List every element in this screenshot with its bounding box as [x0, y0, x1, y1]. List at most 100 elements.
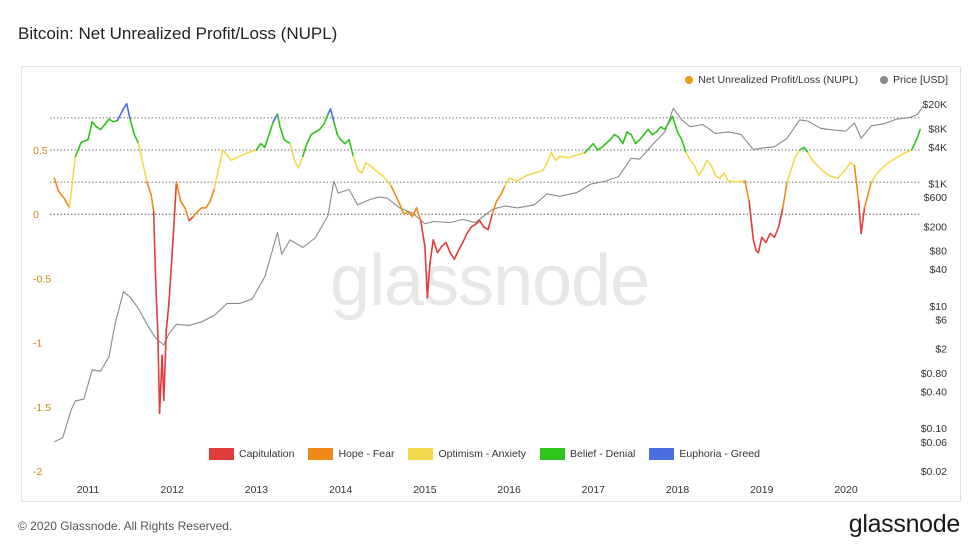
- legend-dot: [880, 76, 889, 84]
- left-tick-label: -0.5: [33, 273, 51, 285]
- nupl-segment: [752, 239, 757, 251]
- nupl-segment: [259, 142, 266, 149]
- nupl-segment: [171, 181, 178, 254]
- nupl-segment: [221, 149, 232, 162]
- legend-item-hope-fear[interactable]: Hope - Fear: [308, 448, 394, 460]
- nupl-segment: [836, 168, 847, 180]
- nupl-segment: [487, 213, 494, 231]
- nupl-segment: [857, 200, 862, 235]
- nupl-segment: [53, 177, 60, 192]
- nupl-segment: [95, 126, 102, 131]
- nupl-segment: [310, 131, 317, 136]
- right-tick-label: $10: [929, 301, 947, 313]
- nupl-segment: [165, 303, 170, 331]
- nupl-segment: [87, 120, 94, 141]
- left-tick-label: -1: [33, 338, 42, 350]
- nupl-segment: [765, 232, 772, 244]
- nupl-segment: [916, 128, 921, 138]
- x-tick-label: 2020: [834, 484, 858, 496]
- legend-item-euphoria-greed[interactable]: Euphoria - Greed: [649, 448, 760, 460]
- nupl-segment: [352, 155, 359, 171]
- nupl-segment: [723, 172, 729, 182]
- nupl-segment: [622, 131, 628, 145]
- nupl-segment: [689, 159, 696, 167]
- nupl-segment: [617, 136, 624, 145]
- nupl-segment: [339, 138, 346, 145]
- nupl-segment: [390, 185, 397, 196]
- nupl-segment: [329, 108, 335, 123]
- left-tick-label: -1.5: [33, 402, 51, 414]
- nupl-segment: [154, 271, 159, 337]
- nupl-segment: [592, 142, 599, 151]
- legend-label: Price [USD]: [893, 74, 948, 86]
- nupl-segment: [904, 149, 913, 154]
- nupl-segment: [457, 241, 464, 251]
- nupl-segment: [289, 142, 296, 162]
- nupl-segment: [99, 123, 106, 131]
- price-line: [54, 105, 924, 443]
- nupl-segment: [129, 118, 136, 136]
- nupl-segment: [192, 210, 199, 218]
- price-series: [54, 105, 924, 443]
- nupl-segment: [786, 168, 793, 183]
- nupl-segment: [478, 219, 485, 228]
- right-tick-label: $0.06: [921, 437, 947, 449]
- nupl-segment: [116, 108, 125, 122]
- nupl-segment: [411, 206, 418, 218]
- nupl-segment: [757, 236, 763, 254]
- legend-item-belief-denial[interactable]: Belief - Denial: [540, 448, 635, 460]
- nupl-segment: [168, 251, 174, 305]
- nupl-segment: [769, 232, 776, 239]
- x-tick-label: 2019: [750, 484, 774, 496]
- nupl-segment: [445, 241, 451, 254]
- right-tick-label: $4K: [928, 142, 947, 154]
- nupl-segment: [125, 102, 131, 120]
- nupl-segment: [403, 210, 409, 215]
- nupl-segment: [790, 155, 797, 171]
- nupl-segment: [255, 142, 262, 151]
- nupl-segment: [470, 223, 477, 228]
- nupl-segment: [474, 219, 481, 226]
- glassnode-logo[interactable]: glassnode: [848, 510, 961, 538]
- nupl-segment: [773, 226, 780, 239]
- right-tick-label: $200: [924, 221, 948, 233]
- nupl-segment: [293, 159, 300, 169]
- legend-item-capitulation[interactable]: Capitulation: [209, 448, 294, 460]
- nupl-segment: [605, 138, 611, 145]
- nupl-segment: [432, 239, 439, 254]
- nupl-segment: [276, 113, 281, 128]
- x-tick-label: 2017: [582, 484, 606, 496]
- legend-swatch: [308, 448, 334, 460]
- nupl-segment: [550, 151, 557, 162]
- chart-title: Bitcoin: Net Unrealized Profit/Loss (NUP…: [18, 24, 338, 43]
- nupl-segment: [760, 236, 767, 244]
- legend-item-nupl[interactable]: Net Unrealized Profit/Loss (NUPL): [685, 74, 858, 86]
- nupl-segment: [596, 146, 603, 151]
- legend-item-optimism-anxiety[interactable]: Optimism - Anxiety: [408, 448, 526, 460]
- nupl-series: [53, 102, 921, 415]
- nupl-segment: [811, 159, 822, 171]
- legend-label: Euphoria - Greed: [679, 448, 760, 460]
- nupl-segment: [697, 168, 704, 177]
- nupl-segment: [108, 118, 115, 123]
- nupl-segment: [680, 138, 687, 154]
- nupl-segment: [104, 118, 110, 126]
- nupl-segment: [643, 128, 649, 136]
- nupl-segment: [196, 206, 203, 213]
- nupl-segment: [714, 174, 721, 180]
- left-tick-label: -2: [33, 466, 42, 478]
- nupl-segment: [314, 128, 321, 133]
- nupl-segment: [217, 149, 224, 171]
- nupl-segment: [440, 241, 447, 248]
- nupl-segment: [238, 151, 249, 158]
- right-tick-label: $40: [929, 264, 947, 276]
- nupl-segment: [141, 162, 148, 183]
- nupl-segment: [369, 164, 376, 171]
- nupl-segment: [638, 133, 645, 141]
- nupl-segment: [777, 206, 784, 228]
- copyright-text: © 2020 Glassnode. All Rights Reserved.: [18, 519, 233, 533]
- legend-label: Hope - Fear: [338, 448, 395, 460]
- legend-item-price[interactable]: Price [USD]: [880, 74, 948, 86]
- nupl-segment: [655, 126, 662, 133]
- right-tick-label: $80: [929, 246, 947, 258]
